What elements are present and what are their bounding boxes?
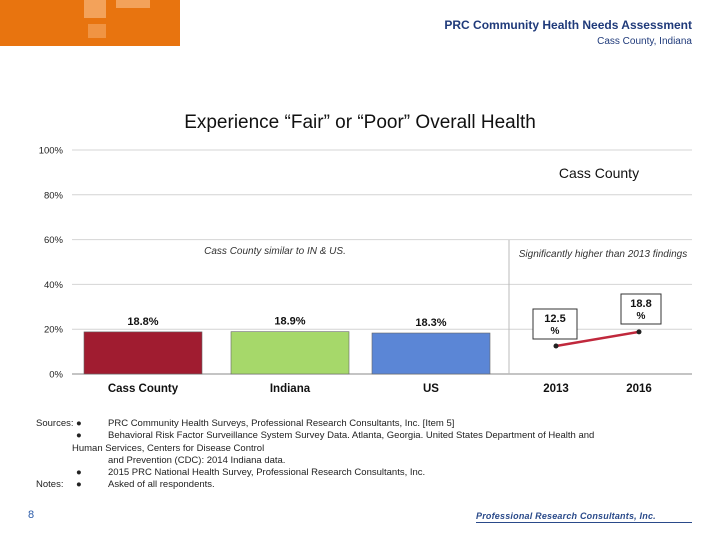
source-item: PRC Community Health Surveys, Profession… bbox=[108, 418, 455, 429]
trend-label-box bbox=[532, 308, 578, 340]
prc-footer-logo: Professional Research Consultants, Inc. bbox=[476, 511, 656, 521]
header-title: PRC Community Health Needs Assessment bbox=[444, 18, 692, 32]
data-label: 18.8% bbox=[127, 316, 158, 328]
source-item: Behavioral Risk Factor Surveillance Syst… bbox=[108, 430, 595, 442]
trend-annotation: Significantly higher than 2013 findings bbox=[519, 249, 687, 260]
trend-data-label-unit: % bbox=[637, 311, 646, 322]
bar bbox=[371, 332, 491, 375]
trend-data-label: 12.5 bbox=[544, 313, 565, 325]
bullet: ● bbox=[76, 479, 82, 491]
bullet: ● bbox=[76, 467, 82, 479]
chart-title: Experience “Fair” or “Poor” Overall Heal… bbox=[184, 112, 536, 133]
source-item: 2015 PRC National Health Survey, Profess… bbox=[108, 467, 426, 479]
x-tick-label: Cass County bbox=[108, 383, 179, 395]
sources-label: Sources: bbox=[36, 418, 74, 429]
y-tick-label: 0% bbox=[49, 370, 63, 381]
data-label: 18.3% bbox=[415, 317, 446, 329]
trend-data-label: 18.8 bbox=[630, 298, 651, 310]
prc-logo-block bbox=[0, 0, 180, 46]
trend-series-label: Cass County bbox=[559, 165, 639, 181]
y-tick-label: 60% bbox=[44, 235, 64, 246]
header-subtitle: Cass County, Indiana bbox=[597, 36, 692, 47]
trend-label-box bbox=[620, 293, 662, 325]
y-tick-label: 20% bbox=[44, 325, 64, 336]
notes-label: Notes: bbox=[36, 479, 64, 491]
trend-point bbox=[553, 343, 559, 349]
y-tick-label: 40% bbox=[44, 280, 64, 291]
trend-point bbox=[636, 329, 642, 335]
source-item-cont: Human Services, Centers for Disease Cont… bbox=[72, 442, 265, 454]
bullet: ● bbox=[76, 430, 82, 442]
x-tick-label: US bbox=[423, 383, 439, 395]
x-tick-label: Indiana bbox=[270, 383, 311, 395]
logo-square bbox=[84, 0, 106, 18]
bars-annotation: Cass County similar to IN & US. bbox=[204, 246, 346, 257]
sources-block: Sources: ● PRC Community Health Surveys, P… bbox=[36, 418, 594, 492]
logo-square bbox=[88, 24, 106, 38]
notes-text: Asked of all respondents. bbox=[108, 479, 215, 491]
bullet: ● bbox=[76, 418, 82, 429]
trend-x-tick-label: 2013 bbox=[543, 383, 569, 395]
footer-logo-underline bbox=[476, 522, 692, 523]
data-label: 18.9% bbox=[274, 316, 305, 328]
y-tick-label: 100% bbox=[39, 146, 64, 157]
trend-line bbox=[555, 330, 640, 348]
trend-x-tick-label: 2016 bbox=[626, 383, 652, 395]
logo-square bbox=[116, 0, 150, 8]
bar bbox=[230, 331, 350, 375]
page-number: 8 bbox=[28, 509, 35, 521]
y-tick-label: 80% bbox=[44, 190, 64, 201]
source-item-cont: and Prevention (CDC): 2014 Indiana data. bbox=[108, 454, 286, 466]
bar bbox=[83, 331, 203, 375]
trend-data-label-unit: % bbox=[551, 326, 560, 337]
